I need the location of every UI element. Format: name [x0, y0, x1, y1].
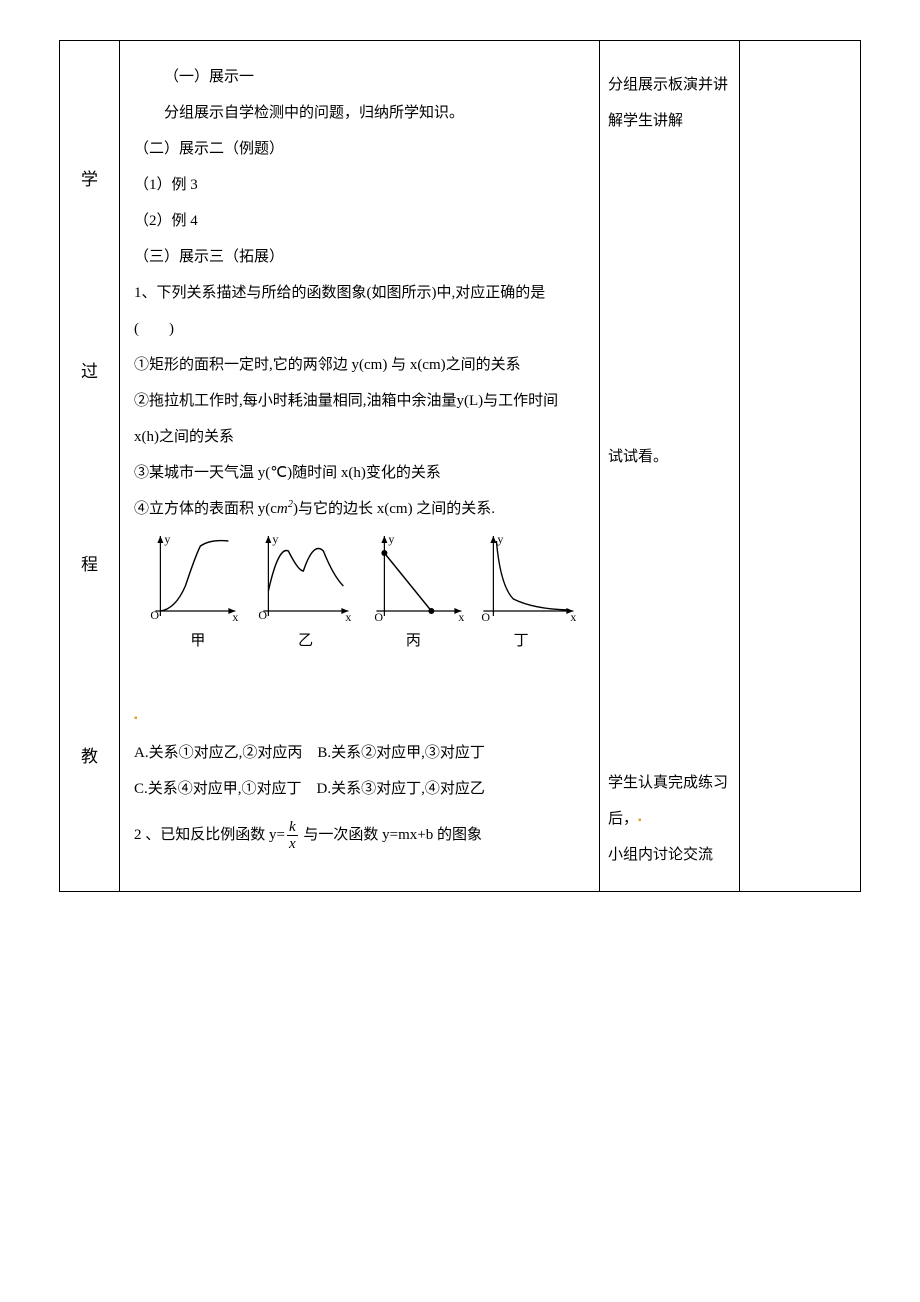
q2-pre: 2 、已知反比例函数 y= [134, 827, 285, 843]
q2-stem: 2 、已知反比例函数 y=kx 与一次函数 y=mx+b 的图象 [134, 817, 585, 853]
graph-row: O x y O x y [134, 531, 585, 621]
q1-desc-2: ②拖拉机工作时,每小时耗油量相同,油箱中余油量y(L)与工作时间 x(h)之间的… [134, 383, 585, 455]
q1-opt-b: B.关系②对应甲,③对应丁 [317, 745, 485, 761]
lesson-table: 学 过 程 教 （一）展示一 分组展示自学检测中的问题，归纳所学知识。 （二）展… [59, 40, 861, 892]
y-label: y [498, 532, 504, 546]
left-char-1: 学 [81, 165, 98, 190]
graph-bing: O x y [362, 531, 471, 621]
left-char-4: 教 [81, 742, 98, 767]
q1-desc-1: ①矩形的面积一定时,它的两邻边 y(cm) 与 x(cm)之间的关系 [134, 347, 585, 383]
left-char-3: 程 [81, 550, 98, 575]
note-1: 分组展示板演并讲解学生讲解 [608, 67, 731, 139]
x-label: x [458, 610, 464, 624]
spacer: ▪ [134, 699, 585, 735]
graph-label-row: 甲 乙 丙 丁 [134, 623, 585, 659]
m-italic: m [277, 501, 288, 517]
origin-label: O [482, 610, 491, 624]
y-label: y [272, 532, 278, 546]
q1-opt-d: D.关系③对应丁,④对应乙 [317, 781, 485, 797]
q1-desc-4-pre: ④立方体的表面积 y(c [134, 501, 277, 517]
y-label: y [164, 532, 170, 546]
q1-opt-a: A.关系①对应乙,②对应丙 [134, 745, 302, 761]
q1-options-line-1: A.关系①对应乙,②对应丙 B.关系②对应甲,③对应丁 [134, 735, 585, 771]
origin-label: O [374, 610, 383, 624]
q1-desc-4-post: )与它的边长 x(cm) 之间的关系. [293, 501, 495, 517]
note-2: 试试看。 [608, 439, 731, 475]
section-3-title: （三）展示三（拓展） [134, 239, 585, 275]
q1-desc-3-text: ③某城市一天气温 y(℃)随时间 x(h)变化的关系 [134, 465, 441, 481]
note-3-wrap: 学生认真完成练习后，▪ 小组内讨论交流 [608, 765, 731, 873]
dot-accent: ▪ [134, 713, 138, 724]
y-label: y [388, 532, 394, 546]
q1-opt-c: C.关系④对应甲,①对应丁 [134, 781, 302, 797]
q1-desc-4: ④立方体的表面积 y(cm2)与它的边长 x(cm) 之间的关系. [134, 491, 585, 527]
dot-accent-2: ▪ [638, 815, 642, 826]
section-1-title: （一）展示一 [134, 59, 585, 95]
q1-stem: 1、下列关系描述与所给的函数图象(如图所示)中,对应正确的是( ) [134, 275, 585, 347]
frac-num: k [287, 819, 298, 837]
main-content-column: （一）展示一 分组展示自学检测中的问题，归纳所学知识。 （二）展示二（例题） （… [120, 41, 600, 891]
section-2-title: （二）展示二（例题） [134, 131, 585, 167]
fraction-k-over-x: kx [287, 819, 298, 853]
note-3b: 小组内讨论交流 [608, 847, 713, 863]
notes-column: 分组展示板演并讲解学生讲解 试试看。 学生认真完成练习后，▪ 小组内讨论交流 [600, 41, 740, 891]
origin-label: O [150, 608, 159, 622]
x-label: x [232, 610, 238, 624]
empty-column [740, 41, 860, 891]
left-label-column: 学 过 程 教 [60, 41, 120, 891]
left-char-2: 过 [81, 357, 98, 382]
graph-ding: O x y [474, 531, 583, 621]
graph-jia: O x y [136, 531, 245, 621]
section-2-item-1: （1）例 3 [134, 167, 585, 203]
graph-label-bing: 丙 [406, 623, 421, 659]
graph-label-ding: 丁 [514, 623, 529, 659]
graph-yi: O x y [249, 531, 358, 621]
x-label: x [345, 610, 351, 624]
section-2-item-2: （2）例 4 [134, 203, 585, 239]
section-1-body: 分组展示自学检测中的问题，归纳所学知识。 [134, 95, 585, 131]
q1-options-line-2: C.关系④对应甲,①对应丁 D.关系③对应丁,④对应乙 [134, 771, 585, 807]
note-3a: 学生认真完成练习后， [608, 775, 728, 827]
origin-label: O [258, 608, 267, 622]
x-label: x [571, 610, 577, 624]
q2-post: 与一次函数 y=mx+b 的图象 [300, 827, 482, 843]
graph-label-yi: 乙 [298, 623, 313, 659]
graph-label-jia: 甲 [190, 623, 205, 659]
frac-den: x [287, 836, 298, 853]
q1-desc-3: ③某城市一天气温 y(℃)随时间 x(h)变化的关系 [134, 455, 585, 491]
